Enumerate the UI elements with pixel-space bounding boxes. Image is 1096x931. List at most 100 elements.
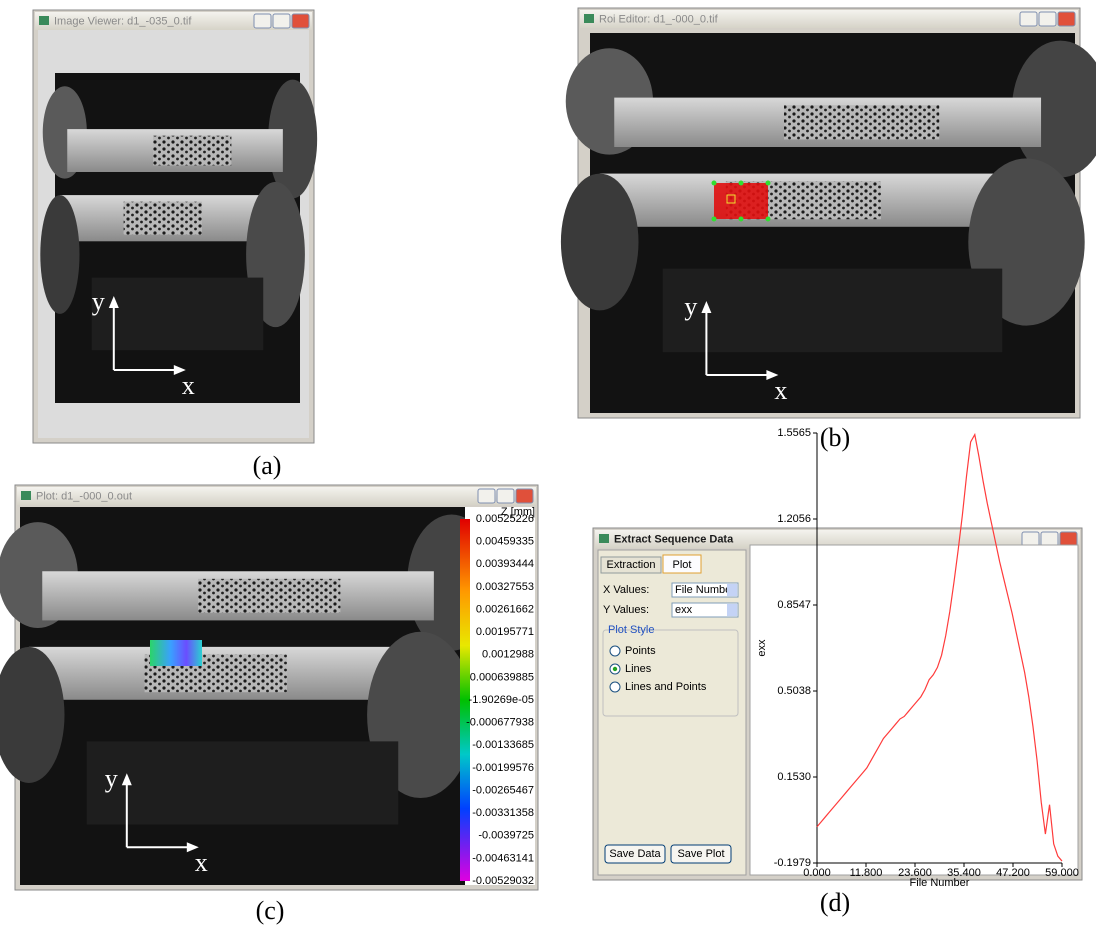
left-pane: [597, 549, 747, 876]
tab[interactable]: [600, 556, 662, 574]
axis-x-label: x: [195, 848, 208, 877]
x-tick-label: 59.000: [1045, 867, 1079, 879]
x-tick-label: 35.400: [947, 867, 981, 879]
x-tick-label: 0.000: [803, 867, 831, 879]
colorbar-label: -0.00529032: [472, 875, 534, 887]
grip: [40, 195, 80, 314]
base: [86, 741, 399, 825]
colorbar-label: 0.00459335: [476, 536, 534, 548]
window-title: Image Viewer: d1_-035_0.tif: [54, 15, 192, 27]
colorbar-label: -0.00199576: [472, 762, 534, 774]
select-value: exx: [675, 604, 693, 616]
colorbar-label: -0.000677938: [466, 717, 534, 729]
plot-area: [749, 544, 1079, 876]
form-label: X Values:: [603, 584, 649, 596]
window-title: Extract Sequence Data: [614, 533, 734, 545]
axis-y-label: y: [92, 287, 105, 316]
y-axis-label: exx: [756, 639, 768, 657]
title-bar: [580, 10, 1078, 28]
roi-handle: [765, 180, 771, 186]
maximize-button[interactable]: [1038, 11, 1057, 27]
minimize-button[interactable]: [253, 13, 272, 29]
arrow-head: [108, 296, 119, 308]
axis-x-label: x: [182, 371, 195, 400]
tab[interactable]: [662, 554, 702, 574]
colorbar: [460, 519, 470, 881]
button-label: Save Plot: [677, 848, 724, 860]
speckle: [198, 578, 341, 613]
close-button[interactable]: [515, 488, 534, 504]
window-icon: [599, 534, 609, 543]
base: [662, 268, 1003, 353]
arrow-head: [121, 773, 132, 786]
colorbar-label: 0.00525226: [476, 513, 534, 525]
y-tick-label: -0.1979: [774, 857, 811, 869]
colorbar-title: Z [mm]: [501, 506, 535, 518]
select[interactable]: [671, 582, 739, 598]
speckle: [153, 135, 232, 166]
arrow-head: [701, 301, 712, 313]
arrow-head: [173, 365, 186, 375]
dropdown-arrow[interactable]: [727, 584, 737, 596]
close-button[interactable]: [291, 13, 310, 29]
roi: [714, 183, 768, 219]
button-label: Save Data: [609, 848, 661, 860]
radio[interactable]: [609, 645, 621, 657]
x-tick-label: 23.600: [898, 867, 932, 879]
window-title: Plot: d1_-000_0.out: [36, 490, 132, 502]
minimize-button[interactable]: [1019, 11, 1038, 27]
colorbar-label: -0.0039725: [478, 830, 534, 842]
y-tick-label: 1.5565: [777, 427, 811, 439]
maximize-button[interactable]: [1040, 531, 1059, 547]
window-icon: [584, 14, 594, 23]
roi-handle: [711, 216, 717, 222]
window-title: Roi Editor: d1_-000_0.tif: [599, 13, 719, 25]
arrow-head: [766, 370, 779, 380]
roi-handle: [711, 180, 717, 186]
speckle: [123, 201, 202, 235]
x-tick-label: 11.800: [850, 867, 883, 879]
colorbar-label: -0.00331358: [472, 807, 534, 819]
speckle: [784, 105, 940, 140]
radio-label: Lines and Points: [625, 681, 707, 693]
button[interactable]: [670, 844, 732, 864]
maximize-button[interactable]: [496, 488, 515, 504]
select[interactable]: [671, 602, 739, 618]
colorbar-label: 0.000639885: [470, 671, 534, 683]
colorbar-label: 0.00261662: [476, 603, 534, 615]
colorbar-label: 0.00195771: [476, 626, 534, 638]
tab-label: Extraction: [607, 559, 656, 571]
radio-label: Points: [625, 645, 656, 657]
roi-handle: [738, 180, 744, 186]
close-button[interactable]: [1059, 531, 1078, 547]
colorbar-label: 0.00327553: [476, 581, 534, 593]
maximize-button[interactable]: [272, 13, 291, 29]
radio-dot: [612, 666, 618, 672]
button[interactable]: [604, 844, 666, 864]
colorbar-label: -0.00133685: [472, 739, 534, 751]
y-tick-label: 0.5038: [777, 685, 811, 697]
caption: (d): [820, 888, 850, 917]
minimize-button[interactable]: [1021, 531, 1040, 547]
title-bar: [17, 487, 536, 505]
grip: [560, 173, 639, 311]
y-tick-label: 0.8547: [777, 599, 811, 611]
axis-x-label: x: [774, 376, 787, 405]
dropdown-arrow[interactable]: [727, 604, 737, 616]
minimize-button[interactable]: [477, 488, 496, 504]
group-title: Plot Style: [608, 624, 654, 636]
close-button[interactable]: [1057, 11, 1076, 27]
y-tick-label: 1.2056: [777, 513, 811, 525]
form-label: Y Values:: [603, 604, 649, 616]
x-axis-label: File Number: [910, 877, 970, 889]
data-line: [816, 432, 1063, 862]
colorbar-label: -0.00265467: [472, 784, 534, 796]
group-box: [602, 629, 739, 717]
tab-label: Plot: [673, 559, 692, 571]
arrow-head: [186, 842, 199, 853]
colorbar-label: 0.00393444: [476, 558, 534, 570]
axis-y-label: y: [105, 764, 118, 793]
x-tick-label: 47.200: [996, 867, 1030, 879]
radio[interactable]: [609, 681, 621, 693]
